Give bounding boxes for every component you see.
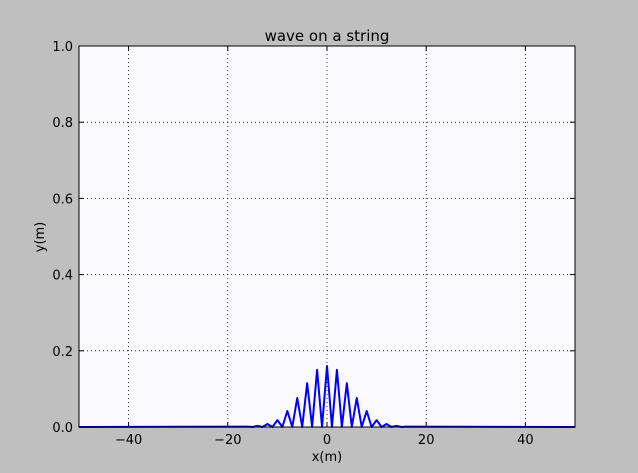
y-tick-label: 0.8	[52, 116, 73, 131]
y-axis-label: y(m)	[33, 222, 48, 253]
y-tick-label: 1.0	[52, 40, 73, 55]
plot-background	[79, 46, 575, 427]
data-line	[78, 365, 576, 428]
y-tick-label: 0.2	[52, 345, 73, 360]
x-axis-label: x(m)	[312, 450, 343, 465]
x-tick-label: −40	[115, 433, 142, 448]
x-tick-label: −20	[214, 433, 241, 448]
y-tick-label: 0.4	[52, 269, 73, 284]
y-tick-label: 0.6	[52, 192, 73, 207]
plot-frame	[78, 45, 576, 428]
x-tick-label: 40	[517, 433, 534, 448]
x-tick-label: 20	[418, 433, 435, 448]
y-tick-label: 0.0	[52, 421, 73, 436]
chart-title: wave on a string	[265, 27, 390, 45]
x-tick-label: 0	[323, 433, 331, 448]
